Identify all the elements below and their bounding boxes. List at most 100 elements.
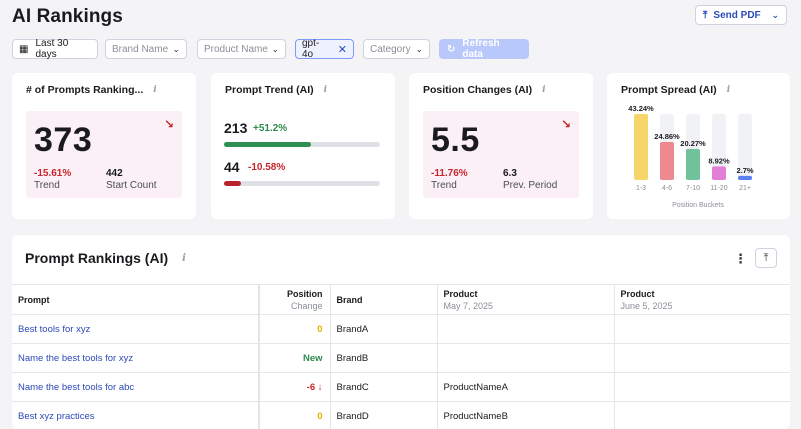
product-cell: ProductNameA <box>437 372 615 402</box>
header-date: May 7, 2025 <box>443 300 494 311</box>
prompts-up-value: 213 <box>224 120 248 136</box>
bar-4-6[interactable] <box>660 142 674 180</box>
prompt-spread-chart: 43.24% 1-3 24.86% 4-6 20.27% 7-10 8.92% 11-20 2.… <box>628 104 754 209</box>
header-label: Position <box>287 288 323 299</box>
model-filter-chip[interactable]: gpt-4o ✕ <box>295 38 354 60</box>
product-select-placeholder: Product Name <box>204 43 268 55</box>
col-header-brand[interactable]: Brand <box>330 284 438 315</box>
tick-label: 21+ <box>739 185 751 192</box>
refresh-icon: ↻ <box>447 43 456 55</box>
position-change: 0 <box>259 401 331 429</box>
chevron-down-icon: ⌄ <box>172 43 180 54</box>
start-count-label: Start Count <box>106 180 157 191</box>
card-title-text: Position Changes (AI) <box>423 84 533 96</box>
bar-11-20[interactable] <box>712 166 726 180</box>
header-label: Product <box>620 288 655 299</box>
brand-select[interactable]: Brand Name ⌄ <box>105 39 187 59</box>
bar-track <box>712 114 726 180</box>
tick-label: 1-3 <box>636 185 646 192</box>
table-row: Best tools for xyz 0 BrandA <box>12 314 790 344</box>
refresh-label: Refresh data <box>462 38 500 60</box>
table-header-row: Prompt Position Change Brand Product May… <box>12 284 790 315</box>
date-range-picker[interactable]: ▦ Last 30 days <box>12 38 98 60</box>
x-axis-label: Position Buckets <box>672 202 724 209</box>
header-label: Prompt <box>18 294 50 305</box>
more-options-icon[interactable]: ⋮ <box>734 251 747 266</box>
card-title-text: # of Prompts Ranking... <box>26 84 144 96</box>
card-title: Prompt Spread (AI) i <box>621 84 730 96</box>
prompt-link[interactable]: Name the best tools for abc <box>12 372 260 402</box>
send-pdf-button[interactable]: ⤒ Send PDF ⌄ <box>695 5 787 25</box>
bar-21+[interactable] <box>738 175 752 180</box>
table-row: Name the best tools for xyz New BrandB <box>12 343 790 373</box>
arrow-down-right-icon: ↘ <box>561 117 572 131</box>
metric-panel <box>26 111 182 198</box>
table-row: Name the best tools for abc -6 ↓ BrandC … <box>12 372 790 402</box>
bar-7-10[interactable] <box>686 149 700 180</box>
product-cell <box>437 343 615 373</box>
data-label: 20.27% <box>680 139 706 148</box>
send-pdf-label: Send PDF <box>713 9 761 21</box>
prompt-trend-card: Prompt Trend (AI) i 213 +51.2% 44 -10.58… <box>211 73 395 219</box>
bar-track <box>738 114 752 180</box>
col-header-product-may[interactable]: Product May 7, 2025 <box>437 284 615 315</box>
position-change: -6 ↓ <box>259 372 331 402</box>
product-cell: ProductNameB <box>437 401 615 429</box>
trend-value: -15.61% <box>34 168 72 179</box>
prompt-link[interactable]: Best tools for xyz <box>12 314 260 344</box>
tick-label: 11-20 <box>710 185 727 192</box>
trend-label: Trend <box>431 180 457 191</box>
category-select-placeholder: Category <box>370 43 411 55</box>
brand-cell: BrandC <box>330 372 438 402</box>
progress-bar-down <box>224 181 380 186</box>
product-cell <box>614 401 790 429</box>
header-label: Product <box>443 288 478 299</box>
progress-fill-up <box>224 142 312 147</box>
bar-1-3[interactable] <box>634 114 648 180</box>
chevron-down-icon: ⌄ <box>771 9 779 20</box>
prev-period-value: 6.3 <box>503 168 517 179</box>
upload-icon: ⤒ <box>703 9 708 21</box>
category-select[interactable]: Category ⌄ <box>363 39 430 59</box>
product-cell <box>614 343 790 373</box>
chevron-down-icon: ⌄ <box>271 43 279 54</box>
refresh-data-button[interactable]: ↻ Refresh data <box>439 38 529 60</box>
prev-period-label: Prev. Period <box>503 180 558 191</box>
col-header-position[interactable]: Position Change <box>259 284 331 315</box>
card-title-text: Prompt Trend (AI) <box>225 84 314 96</box>
close-icon[interactable]: ✕ <box>337 43 347 56</box>
info-icon[interactable]: i <box>323 85 328 95</box>
data-label: 43.24% <box>628 104 654 113</box>
card-title: Prompt Trend (AI) i <box>225 84 327 96</box>
col-header-product-june[interactable]: Product June 5, 2025 <box>614 284 790 315</box>
info-icon[interactable]: i <box>726 85 731 95</box>
trend-label: Trend <box>34 180 60 191</box>
info-icon[interactable]: i <box>182 252 186 264</box>
metric-value: 373 <box>34 121 93 159</box>
header-date: June 5, 2025 <box>620 300 673 311</box>
brand-cell: BrandB <box>330 343 438 373</box>
product-cell <box>437 314 615 344</box>
prompt-rankings-panel: Prompt Rankings (AI) i ⋮ ⤒ Prompt Positi… <box>12 235 790 429</box>
arrow-down-right-icon: ↘ <box>164 117 175 131</box>
brand-cell: BrandD <box>330 401 438 429</box>
info-icon[interactable]: i <box>153 85 157 95</box>
upload-icon: ⤒ <box>763 251 769 264</box>
header-label: Brand <box>336 294 363 305</box>
position-change: New <box>259 343 331 373</box>
product-cell <box>614 372 790 402</box>
prompt-link[interactable]: Name the best tools for xyz <box>12 343 260 373</box>
position-changes-card: Position Changes (AI) i 5.5 ↘ -11.76% Tr… <box>409 73 593 219</box>
page-title: AI Rankings <box>12 6 123 27</box>
export-button[interactable]: ⤒ <box>755 248 777 268</box>
header-sublabel: Change <box>290 300 323 311</box>
brand-select-placeholder: Brand Name <box>112 43 169 55</box>
calendar-icon: ▦ <box>19 43 29 55</box>
model-chip-label: gpt-4o <box>302 38 320 60</box>
col-header-prompt[interactable]: Prompt <box>12 284 260 315</box>
info-icon[interactable]: i <box>542 85 546 95</box>
prompt-link[interactable]: Best xyz practices <box>12 401 260 429</box>
progress-bar-up <box>224 142 380 147</box>
product-select[interactable]: Product Name ⌄ <box>197 39 286 59</box>
date-range-label: Last 30 days <box>35 38 69 60</box>
